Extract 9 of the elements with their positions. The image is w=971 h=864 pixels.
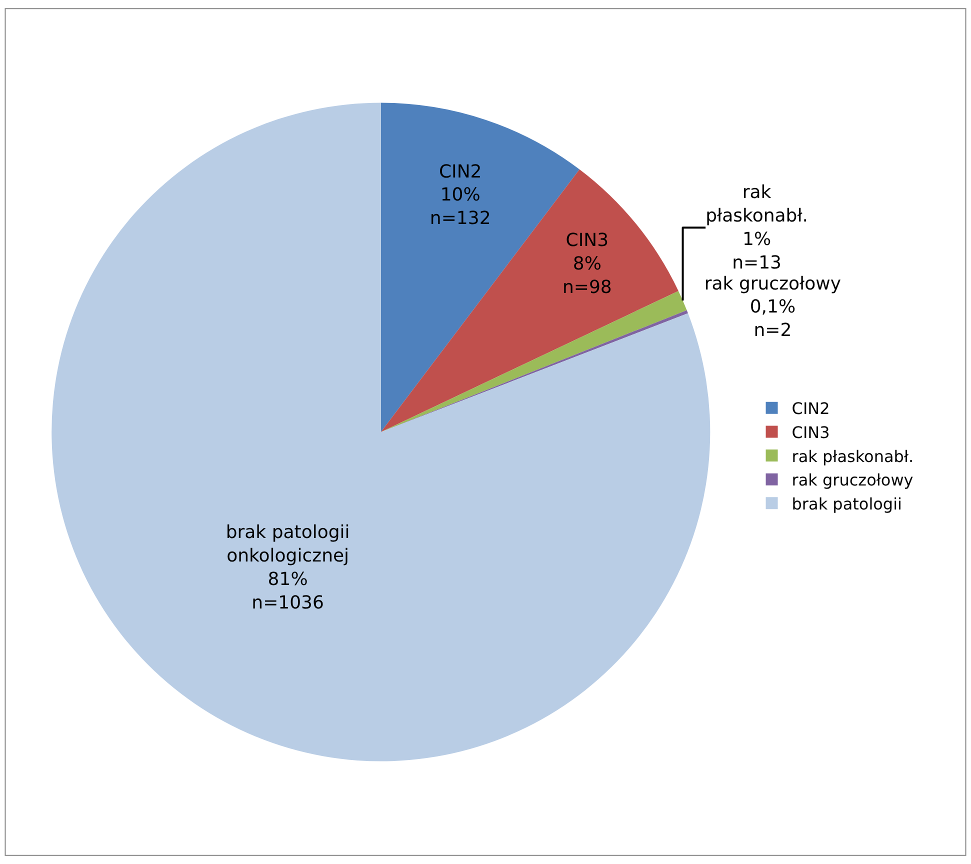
legend-label: CIN3	[792, 422, 830, 442]
data-label: rak gruczołowy 0,1% n=2	[704, 273, 842, 342]
legend-label: rak płaskonabł.	[792, 446, 914, 466]
data-label: CIN3 8% n=98	[562, 230, 612, 298]
data-label: brak patologii onkologicznej 81% n=1036	[226, 522, 350, 614]
data-label: CIN2 10% n=132	[430, 161, 491, 230]
legend-label: brak patologii	[792, 494, 902, 514]
legend-label: CIN2	[792, 399, 830, 418]
legend-label: rak gruczołowy	[792, 470, 914, 490]
